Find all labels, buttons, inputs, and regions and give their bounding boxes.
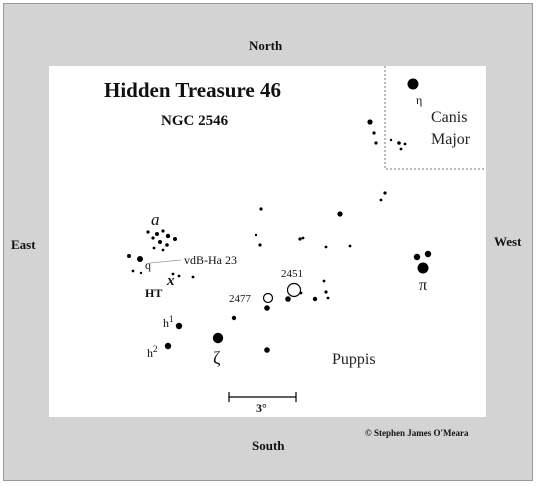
star <box>131 269 135 273</box>
copyright-notice: © Stephen James O'Meara <box>365 428 469 438</box>
star <box>424 250 432 258</box>
chart-subtitle: NGC 2546 <box>161 113 229 129</box>
star <box>146 230 150 234</box>
star <box>374 141 378 145</box>
star <box>161 248 165 252</box>
star <box>152 246 156 250</box>
south-label: South <box>252 438 285 453</box>
h2-label: h2 <box>147 344 158 360</box>
star <box>158 240 162 244</box>
star <box>322 279 326 283</box>
star <box>231 315 237 321</box>
eta-label: η <box>416 93 422 107</box>
cluster-ngc2451 <box>286 282 302 298</box>
star-h1 <box>175 322 183 330</box>
star-map: Hidden Treasure 46 NGC 2546 Canis Major … <box>49 66 486 417</box>
star <box>139 271 143 275</box>
canis-major-label-line2: Major <box>431 131 471 148</box>
star-group-a <box>127 229 195 279</box>
west-label: West <box>494 234 522 249</box>
star <box>298 237 302 241</box>
star-zeta <box>212 332 224 344</box>
star <box>191 275 195 279</box>
star-h2 <box>164 342 172 350</box>
ngc2477-label: 2477 <box>229 293 252 305</box>
star <box>326 296 330 300</box>
star <box>324 245 328 249</box>
star <box>379 198 383 202</box>
north-label: North <box>249 38 283 53</box>
star <box>171 272 175 276</box>
star-group-canis-major <box>367 119 407 202</box>
scale-label: 3° <box>256 401 267 415</box>
star <box>254 233 258 237</box>
star <box>372 131 376 135</box>
star <box>397 141 401 145</box>
star <box>155 232 159 236</box>
star <box>165 243 169 247</box>
star <box>403 142 407 146</box>
scale-bar: 3° <box>228 392 297 415</box>
zeta-label: ζ <box>213 348 221 368</box>
q-label: q <box>145 258 151 272</box>
star <box>151 236 155 240</box>
star <box>177 274 181 278</box>
star <box>383 191 387 195</box>
star <box>301 236 305 240</box>
star-group-field <box>231 207 352 353</box>
star <box>399 147 403 151</box>
star-eta <box>407 78 419 90</box>
pi-label: π <box>419 277 427 294</box>
cluster-ngc2477 <box>262 292 274 304</box>
star-pi <box>417 262 429 274</box>
star <box>258 243 262 247</box>
puppis-label: Puppis <box>332 351 376 368</box>
vdb-label: vdB-Ha 23 <box>184 253 237 267</box>
east-label: East <box>11 237 36 252</box>
a-label: a <box>151 210 160 229</box>
x-label: x <box>166 273 175 289</box>
h1-label: h1 <box>163 314 174 330</box>
vdb-leader-line <box>149 259 182 264</box>
star <box>312 296 318 302</box>
star-q <box>137 256 143 262</box>
star <box>413 253 421 261</box>
star <box>337 211 343 217</box>
star <box>173 237 177 241</box>
star <box>389 138 393 142</box>
star <box>161 229 165 233</box>
star <box>367 119 373 125</box>
star <box>264 305 270 311</box>
star <box>127 254 131 258</box>
star <box>259 207 263 211</box>
star <box>285 296 291 302</box>
star <box>264 347 270 353</box>
canis-major-label-line1: Canis <box>431 109 467 126</box>
chart-title: Hidden Treasure 46 <box>104 78 281 102</box>
ht-label: HT <box>145 286 162 300</box>
star <box>348 244 352 248</box>
ngc2451-label: 2451 <box>281 268 303 280</box>
star <box>324 290 328 294</box>
star <box>165 233 171 239</box>
